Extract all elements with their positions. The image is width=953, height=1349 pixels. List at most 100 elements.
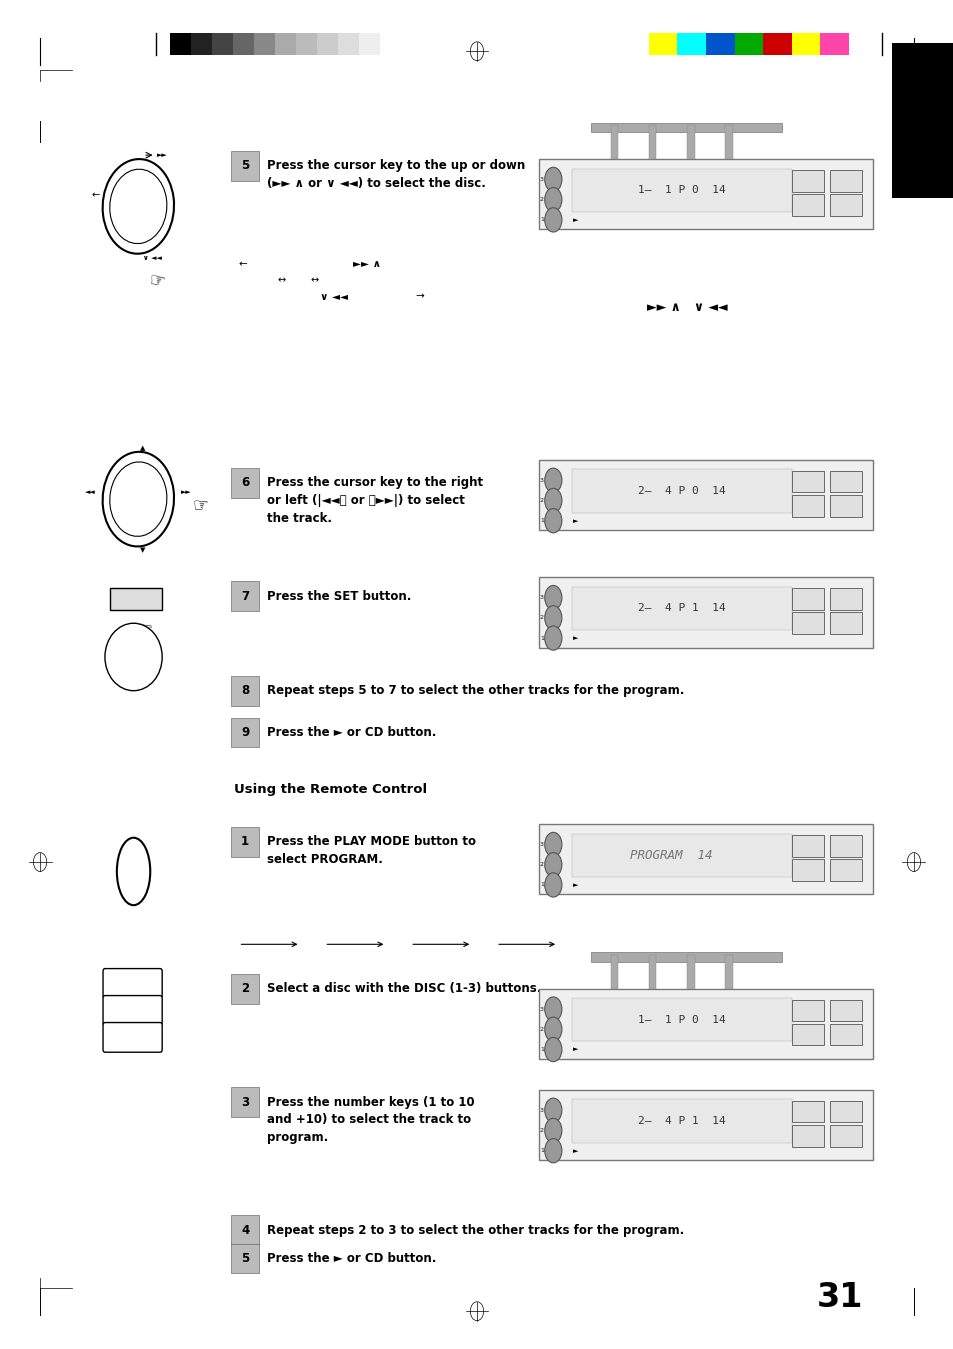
FancyBboxPatch shape xyxy=(231,718,259,747)
Text: 1: 1 xyxy=(539,217,543,223)
Bar xyxy=(829,471,862,492)
Ellipse shape xyxy=(117,838,151,905)
Text: 2: 2 xyxy=(539,1027,543,1032)
Bar xyxy=(610,125,618,159)
Text: ►: ► xyxy=(572,1047,578,1052)
Circle shape xyxy=(544,1017,561,1041)
Bar xyxy=(233,32,253,54)
Bar xyxy=(791,859,823,881)
Text: →: → xyxy=(415,291,424,302)
Bar xyxy=(572,998,791,1041)
Bar xyxy=(538,577,872,648)
Bar xyxy=(791,835,823,857)
Circle shape xyxy=(544,468,561,492)
Bar xyxy=(829,1024,862,1045)
Bar xyxy=(191,32,212,54)
Text: ☞: ☞ xyxy=(148,270,167,291)
Text: ←: ← xyxy=(238,259,248,270)
Circle shape xyxy=(544,626,561,650)
Bar xyxy=(829,1101,862,1122)
Bar xyxy=(686,125,694,159)
Text: 1: 1 xyxy=(539,635,543,641)
Text: program.: program. xyxy=(267,1130,328,1144)
Text: 5: 5 xyxy=(241,1252,249,1265)
FancyBboxPatch shape xyxy=(231,1087,259,1117)
Bar xyxy=(829,194,862,216)
Bar xyxy=(572,1099,791,1143)
Text: ►: ► xyxy=(572,1148,578,1153)
Circle shape xyxy=(544,167,561,192)
Bar xyxy=(274,32,295,54)
Bar xyxy=(791,471,823,492)
Bar xyxy=(337,32,358,54)
Bar xyxy=(734,32,762,54)
Bar xyxy=(820,32,848,54)
Text: Press the cursor key to the right: Press the cursor key to the right xyxy=(267,476,483,490)
Text: ►► ∧   ∨ ◄◄: ►► ∧ ∨ ◄◄ xyxy=(646,301,726,314)
Text: ►: ► xyxy=(572,518,578,523)
Text: 3: 3 xyxy=(539,1006,543,1012)
Text: ►: ► xyxy=(572,217,578,223)
FancyBboxPatch shape xyxy=(231,581,259,611)
Text: 3: 3 xyxy=(539,842,543,847)
Bar xyxy=(677,32,705,54)
Text: the track.: the track. xyxy=(267,511,332,525)
Bar xyxy=(316,32,337,54)
Text: 2: 2 xyxy=(539,498,543,503)
Text: ▼: ▼ xyxy=(140,548,146,553)
Text: (►► ∧ or ∨ ◄◄) to select the disc.: (►► ∧ or ∨ ◄◄) to select the disc. xyxy=(267,177,485,190)
Text: 3: 3 xyxy=(539,177,543,182)
Text: ►► ∧: ►► ∧ xyxy=(353,259,380,270)
Text: 2–  4 P 0  14: 2– 4 P 0 14 xyxy=(638,486,725,496)
Text: ↔: ↔ xyxy=(115,227,123,235)
Text: 2: 2 xyxy=(241,982,249,996)
Bar xyxy=(538,824,872,894)
Text: 2: 2 xyxy=(539,197,543,202)
Circle shape xyxy=(544,1098,561,1122)
Bar xyxy=(724,955,732,989)
Bar xyxy=(110,588,162,610)
Text: 1—  1 P 0  14: 1— 1 P 0 14 xyxy=(638,1014,725,1025)
Text: ►: ► xyxy=(572,635,578,641)
Text: 1: 1 xyxy=(539,1047,543,1052)
Text: ∨ ◄◄: ∨ ◄◄ xyxy=(143,255,162,260)
FancyBboxPatch shape xyxy=(103,1023,162,1052)
Circle shape xyxy=(544,188,561,212)
Text: ↔: ↔ xyxy=(311,275,318,286)
Text: Using the Remote Control: Using the Remote Control xyxy=(233,782,426,796)
Circle shape xyxy=(544,997,561,1021)
Bar xyxy=(212,32,233,54)
Circle shape xyxy=(544,488,561,513)
Text: PROGRAM  14: PROGRAM 14 xyxy=(629,849,712,862)
Text: 1: 1 xyxy=(539,882,543,888)
Bar xyxy=(724,125,732,159)
Bar xyxy=(538,989,872,1059)
Ellipse shape xyxy=(103,452,173,546)
Text: Repeat steps 5 to 7 to select the other tracks for the program.: Repeat steps 5 to 7 to select the other … xyxy=(267,684,684,697)
Text: 1: 1 xyxy=(539,518,543,523)
Bar xyxy=(791,194,823,216)
Bar xyxy=(829,1000,862,1021)
Text: ∨ ◄◄: ∨ ◄◄ xyxy=(319,291,347,302)
Text: ▲: ▲ xyxy=(140,445,146,451)
Text: 4: 4 xyxy=(241,1224,249,1237)
Bar xyxy=(791,1101,823,1122)
Text: ☞: ☞ xyxy=(133,619,152,641)
Circle shape xyxy=(544,832,561,857)
Text: Press the ► or CD button.: Press the ► or CD button. xyxy=(267,1252,436,1265)
Bar xyxy=(610,955,618,989)
Circle shape xyxy=(544,853,561,877)
Bar xyxy=(379,32,400,54)
Circle shape xyxy=(544,208,561,232)
Bar xyxy=(572,587,791,630)
Circle shape xyxy=(544,606,561,630)
Text: 8: 8 xyxy=(241,684,249,697)
Text: Press the cursor key to the up or down: Press the cursor key to the up or down xyxy=(267,159,525,173)
Text: select PROGRAM.: select PROGRAM. xyxy=(267,853,382,866)
Text: Repeat steps 2 to 3 to select the other tracks for the program.: Repeat steps 2 to 3 to select the other … xyxy=(267,1224,683,1237)
Bar xyxy=(705,32,734,54)
Bar xyxy=(358,32,379,54)
FancyBboxPatch shape xyxy=(231,151,259,181)
Circle shape xyxy=(544,873,561,897)
Circle shape xyxy=(544,1118,561,1143)
